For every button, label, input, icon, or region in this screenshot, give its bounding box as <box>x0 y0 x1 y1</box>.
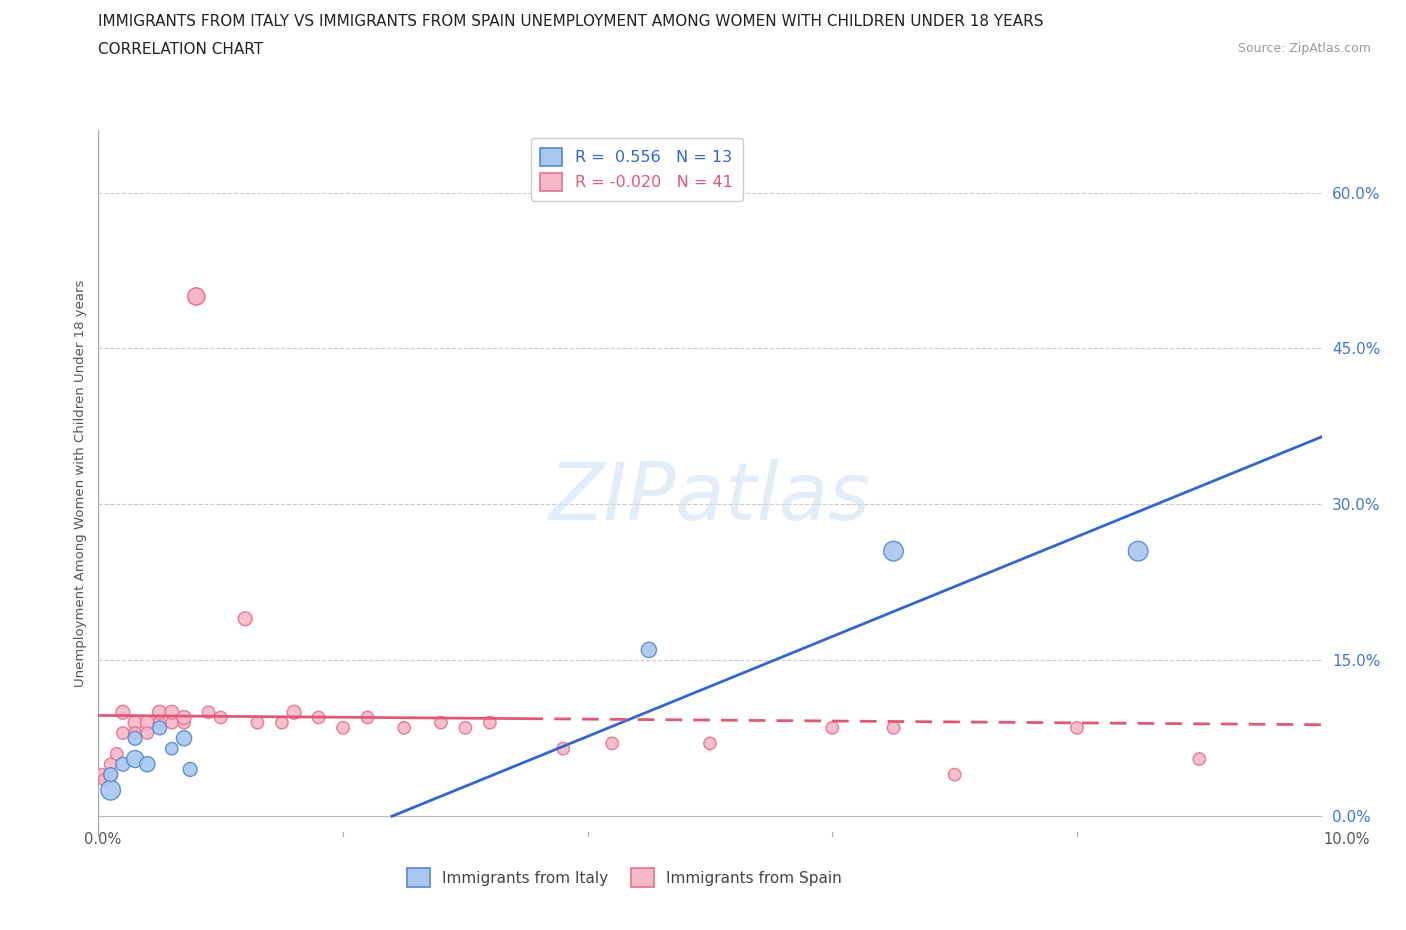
Point <box>1066 721 1088 736</box>
Point <box>430 715 453 730</box>
Point <box>356 710 378 724</box>
Point <box>149 705 172 720</box>
Point <box>246 715 269 730</box>
Point <box>160 715 183 730</box>
Point <box>111 725 134 740</box>
Text: IMMIGRANTS FROM ITALY VS IMMIGRANTS FROM SPAIN UNEMPLOYMENT AMONG WOMEN WITH CHI: IMMIGRANTS FROM ITALY VS IMMIGRANTS FROM… <box>98 14 1043 29</box>
Point <box>173 710 195 724</box>
Point <box>93 773 115 788</box>
Point <box>100 783 122 798</box>
Point <box>1128 544 1150 559</box>
Point <box>124 751 146 766</box>
Point <box>124 725 146 740</box>
Point <box>186 289 208 304</box>
Point <box>392 721 416 736</box>
Text: 10.0%: 10.0% <box>1323 832 1371 847</box>
Point <box>136 715 159 730</box>
Point <box>637 643 661 658</box>
Point <box>149 715 172 730</box>
Point <box>91 767 114 782</box>
Point <box>454 721 477 736</box>
Point <box>699 736 721 751</box>
Point <box>553 741 575 756</box>
Point <box>136 725 159 740</box>
Point <box>124 725 146 740</box>
Y-axis label: Unemployment Among Women with Children Under 18 years: Unemployment Among Women with Children U… <box>75 280 87 687</box>
Point <box>943 767 966 782</box>
Text: CORRELATION CHART: CORRELATION CHART <box>98 42 263 57</box>
Point <box>173 715 195 730</box>
Point <box>160 705 183 720</box>
Point <box>186 289 208 304</box>
Point <box>173 731 195 746</box>
Point <box>160 741 183 756</box>
Point <box>100 757 122 772</box>
Point <box>100 767 122 782</box>
Point <box>197 705 219 720</box>
Point <box>283 705 305 720</box>
Legend: Immigrants from Italy, Immigrants from Spain: Immigrants from Italy, Immigrants from S… <box>401 862 848 893</box>
Point <box>100 767 122 782</box>
Point <box>332 721 354 736</box>
Point <box>600 736 623 751</box>
Point <box>124 731 146 746</box>
Text: 0.0%: 0.0% <box>84 832 121 847</box>
Point <box>478 715 501 730</box>
Point <box>136 757 159 772</box>
Point <box>233 611 256 626</box>
Point <box>883 544 905 559</box>
Point <box>111 705 134 720</box>
Point <box>179 762 201 777</box>
Point <box>111 757 134 772</box>
Text: Source: ZipAtlas.com: Source: ZipAtlas.com <box>1237 42 1371 55</box>
Point <box>883 721 905 736</box>
Point <box>821 721 844 736</box>
Point <box>124 715 146 730</box>
Point <box>209 710 232 724</box>
Point <box>270 715 292 730</box>
Text: ZIPatlas: ZIPatlas <box>548 458 872 537</box>
Point <box>308 710 330 724</box>
Point <box>105 747 128 762</box>
Point <box>1188 751 1211 766</box>
Point <box>149 721 172 736</box>
